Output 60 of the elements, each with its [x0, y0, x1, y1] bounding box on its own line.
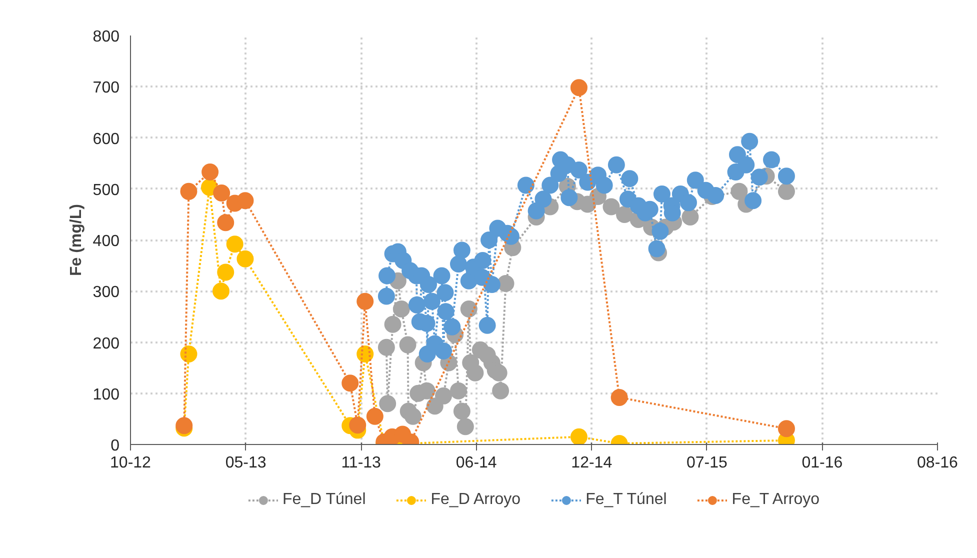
point [570, 428, 588, 444]
legend-label: Fe_T Túnel [586, 491, 667, 509]
point [342, 374, 359, 392]
point [450, 382, 467, 400]
point [610, 388, 628, 406]
x-tick-label: 10-12 [110, 454, 152, 472]
y-tick-label: 200 [92, 335, 120, 352]
point [460, 300, 478, 318]
point [778, 420, 795, 438]
point [213, 184, 230, 202]
point [226, 236, 244, 253]
point [466, 364, 484, 382]
point [180, 182, 198, 200]
x-tick-label: 07-15 [686, 454, 728, 472]
point [682, 208, 699, 226]
x-tick-label: 05-13 [225, 454, 266, 472]
point [730, 182, 748, 200]
x-tick-label: 06-14 [456, 454, 497, 472]
point [366, 408, 384, 425]
point [399, 336, 416, 354]
point [217, 214, 234, 232]
y-tick-label: 700 [92, 80, 120, 97]
point [356, 292, 374, 310]
x-tick-label: 01-16 [802, 454, 843, 472]
point [616, 206, 633, 223]
point [570, 79, 588, 96]
point [492, 382, 510, 400]
point [778, 182, 795, 200]
point [212, 282, 230, 300]
legend-label: Fe_D Arroyo [430, 491, 521, 509]
point [384, 316, 402, 333]
y-tick-label: 800 [92, 28, 120, 46]
point [392, 300, 410, 318]
point [602, 198, 620, 216]
point [490, 364, 508, 382]
point [236, 250, 254, 268]
x-tick-label: 12-14 [571, 454, 612, 472]
point [378, 338, 395, 356]
legend-label: Fe_T Arroyo [732, 491, 820, 509]
point [456, 418, 474, 436]
point [217, 264, 234, 281]
y-tick-label: 300 [92, 284, 120, 302]
y-axis-title: Fe (mg/L) [68, 204, 85, 276]
point [349, 416, 366, 434]
y-tick-label: 500 [92, 182, 120, 199]
y-tick-label: 600 [92, 130, 120, 148]
point [404, 408, 422, 425]
x-tick-label: 11-13 [341, 454, 382, 472]
point [180, 346, 198, 362]
legend-label: Fe_D Túnel [282, 491, 366, 509]
point [497, 274, 514, 292]
point [453, 402, 470, 420]
y-tick-label: 0 [110, 438, 120, 454]
point [379, 395, 396, 412]
point [236, 192, 254, 210]
point [435, 387, 452, 404]
y-tick-label: 100 [92, 386, 120, 404]
y-tick-label: 400 [92, 233, 120, 250]
x-tick-label: 08-16 [917, 454, 958, 472]
point [202, 164, 219, 180]
